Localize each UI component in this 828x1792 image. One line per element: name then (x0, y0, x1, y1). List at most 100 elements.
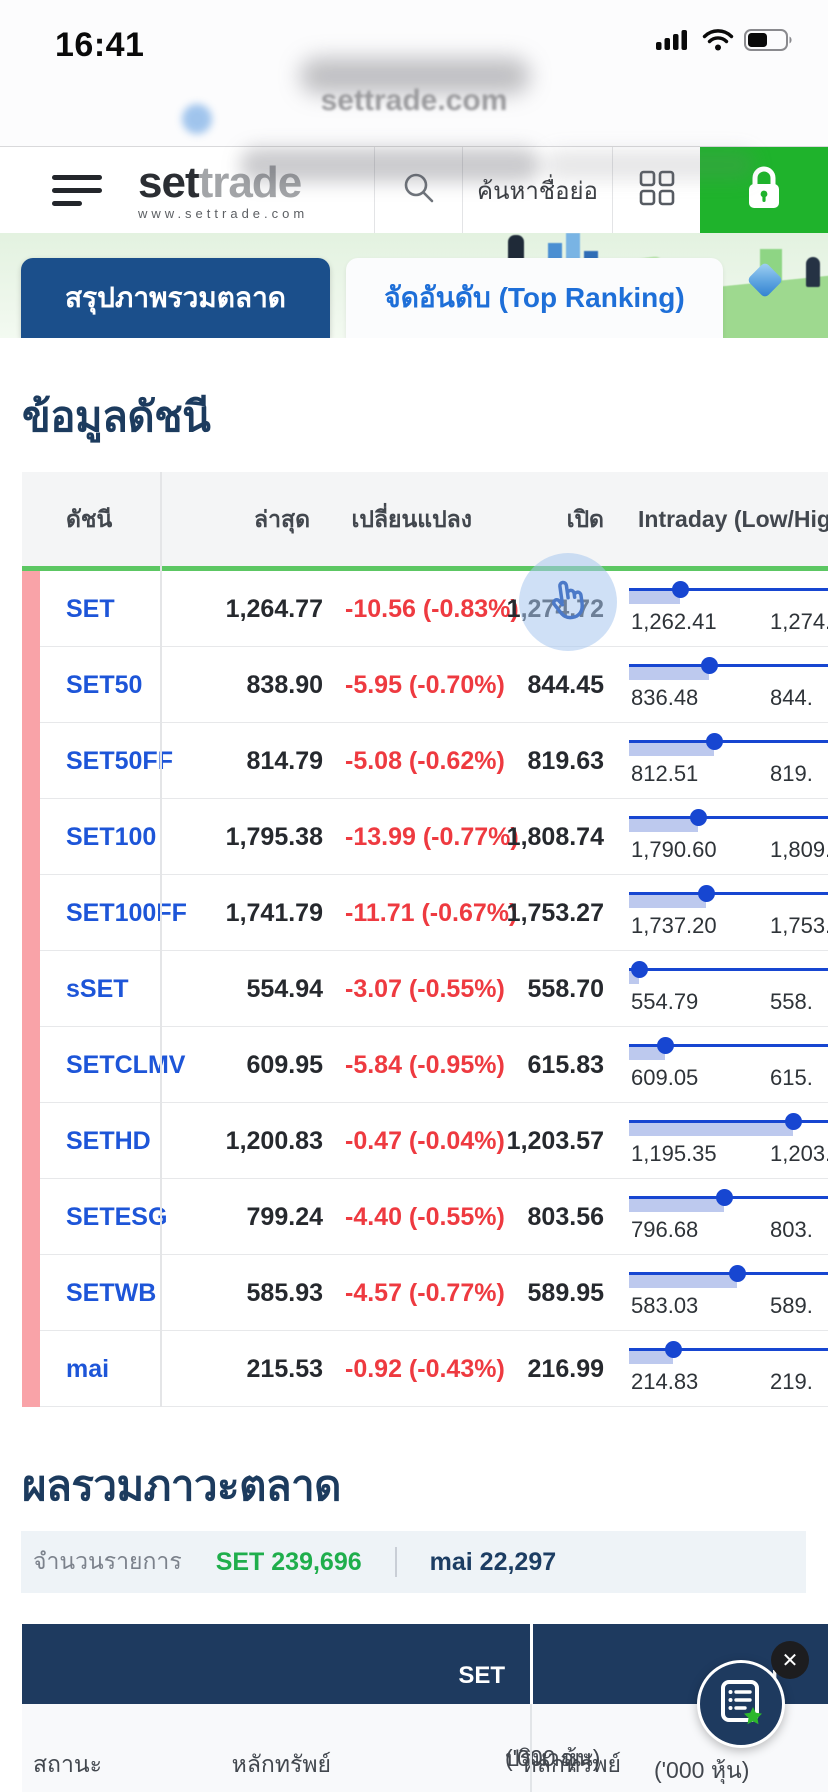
col-header-open: เปิด (566, 506, 604, 532)
index-name-link[interactable]: SET50FF (66, 746, 173, 775)
slider-fill (629, 664, 709, 680)
index-name-link[interactable]: SETESG (66, 1202, 168, 1231)
index-table-row[interactable]: SETCLMV 609.95 -5.84 (-0.95%) 615.83 609… (22, 1027, 828, 1103)
slider-marker-dot (706, 733, 723, 750)
row-accent-bar (22, 571, 40, 647)
slider-fill (629, 892, 706, 908)
slider-track (629, 968, 828, 971)
row-accent-bar (22, 1179, 40, 1255)
wifi-icon (702, 28, 734, 57)
intraday-range-slider[interactable]: 796.68 803. (629, 1179, 828, 1255)
search-button[interactable] (374, 147, 462, 233)
intraday-high-label: 219. (770, 1369, 813, 1394)
slider-marker-dot (672, 581, 689, 598)
col-header-mai-symbols: หลักทรัพย์ (521, 1751, 621, 1777)
index-open-value: 216.99 (527, 1354, 604, 1383)
intraday-range-slider[interactable]: 609.05 615. (629, 1027, 828, 1103)
index-name-link[interactable]: SETCLMV (66, 1050, 186, 1079)
logo-text-primary: set (138, 157, 200, 207)
slider-fill (629, 588, 680, 604)
header-actions: ค้นหาชื่อย่อ (374, 147, 828, 233)
tab-market-summary[interactable]: สรุปภาพรวมตลาด (21, 258, 330, 338)
index-table-row[interactable]: SET50 838.90 -5.95 (-0.70%) 844.45 836.4… (22, 647, 828, 723)
fab-close-button[interactable]: ✕ (771, 1641, 809, 1679)
slider-marker-dot (729, 1265, 746, 1282)
illustration-figure (806, 257, 820, 287)
tab-top-ranking[interactable]: จัดอันดับ (Top Ranking) (346, 258, 723, 338)
index-table-row[interactable]: SET100 1,795.38 -13.99 (-0.77%) 1,808.74… (22, 799, 828, 875)
index-table-row[interactable]: sSET 554.94 -3.07 (-0.55%) 558.70 554.79… (22, 951, 828, 1027)
col-header-change: เปลี่ยนแปลง (351, 506, 472, 532)
index-change-value: -11.71 (-0.67%) (345, 898, 518, 927)
menu-hamburger-button[interactable] (52, 173, 102, 207)
index-name-link[interactable]: SET100FF (66, 898, 187, 927)
set-transactions-count: SET 239,696 (215, 1547, 362, 1576)
index-name-link[interactable]: SETHD (66, 1126, 151, 1155)
intraday-range-slider[interactable]: 1,790.60 1,809. (629, 799, 828, 875)
intraday-low-label: 583.03 (631, 1293, 699, 1318)
index-open-value: 558.70 (527, 974, 604, 1003)
index-last-value: 1,795.38 (225, 822, 323, 851)
index-name-link[interactable]: mai (66, 1354, 110, 1383)
group-header-set: SET (458, 1662, 505, 1689)
tabs-strip: สรุปภาพรวมตลาด จัดอันดับ (Top Ranking) (0, 233, 828, 338)
row-accent-bar (22, 1103, 40, 1179)
index-name-link[interactable]: SETWB (66, 1278, 157, 1307)
search-input[interactable]: ค้นหาชื่อย่อ (462, 147, 612, 233)
index-name-link[interactable]: sSET (66, 974, 129, 1003)
index-table-row[interactable]: SETHD 1,200.83 -0.47 (-0.04%) 1,203.57 1… (22, 1103, 828, 1179)
index-change-value: -13.99 (-0.77%) (345, 822, 519, 851)
index-change-value: -10.56 (-0.83%) (345, 594, 519, 623)
index-table[interactable]: ดัชนี ล่าสุด เปลี่ยนแปลง เปิด Intraday (… (22, 472, 828, 1407)
intraday-low-label: 214.83 (631, 1369, 699, 1394)
index-change-value: -0.47 (-0.04%) (345, 1126, 505, 1155)
intraday-low-label: 554.79 (631, 989, 699, 1014)
row-accent-bar (22, 647, 40, 723)
index-table-row[interactable]: SETESG 799.24 -4.40 (-0.55%) 803.56 796.… (22, 1179, 828, 1255)
index-table-row[interactable]: SETWB 585.93 -4.57 (-0.77%) 589.95 583.0… (22, 1255, 828, 1331)
slider-fill (629, 816, 698, 832)
intraday-range-slider[interactable]: 812.51 819. (629, 723, 828, 799)
settrade-logo[interactable]: settrade www.settrade.com (138, 157, 308, 220)
index-table-row[interactable]: mai 215.53 -0.92 (-0.43%) 216.99 214.83 … (22, 1331, 828, 1407)
index-open-value: 615.83 (527, 1050, 604, 1079)
search-icon (402, 171, 436, 210)
market-summary-table[interactable]: SET mai สถานะ หลักทรัพย์ ปริมาณ('000 หุ้… (22, 1624, 828, 1792)
index-open-value: 1,808.74 (506, 822, 604, 851)
slider-marker-dot (716, 1189, 733, 1206)
market-table-subheader: สถานะ หลักทรัพย์ ปริมาณ ('000 หุ้น) หลักท… (22, 1704, 828, 1792)
intraday-range-slider[interactable]: 583.03 589. (629, 1255, 828, 1331)
row-accent-bar (22, 951, 40, 1027)
index-last-value: 838.90 (246, 670, 323, 699)
index-name-link[interactable]: SET100 (66, 822, 157, 851)
login-lock-button[interactable] (700, 147, 828, 233)
intraday-range-slider[interactable]: 1,262.41 1,274. (629, 571, 828, 647)
intraday-low-label: 1,790.60 (631, 837, 717, 862)
index-change-value: -0.92 (-0.43%) (345, 1354, 505, 1383)
intraday-high-label: 819. (770, 761, 813, 786)
index-open-value: 589.95 (527, 1278, 604, 1307)
index-name-link[interactable]: SET (66, 594, 115, 623)
index-table-header: ดัชนี ล่าสุด เปลี่ยนแปลง เปิด Intraday (… (22, 472, 828, 566)
watchlist-fab-button[interactable] (697, 1660, 785, 1748)
index-last-value: 585.93 (246, 1278, 323, 1307)
row-accent-bar (22, 875, 40, 951)
intraday-range-slider[interactable]: 214.83 219. (629, 1331, 828, 1407)
volume-label-line2: ('000 หุ้น) (505, 1745, 601, 1771)
status-icons (656, 28, 794, 57)
apps-grid-button[interactable] (612, 147, 700, 233)
index-name-link[interactable]: SET50 (66, 670, 143, 699)
intraday-range-slider[interactable]: 1,737.20 1,753. (629, 875, 828, 951)
index-table-row[interactable]: SET100FF 1,741.79 -11.71 (-0.67%) 1,753.… (22, 875, 828, 951)
index-table-row[interactable]: SET50FF 814.79 -5.08 (-0.62%) 819.63 812… (22, 723, 828, 799)
index-change-value: -4.57 (-0.77%) (345, 1278, 505, 1307)
frozen-column-divider (160, 472, 162, 1407)
intraday-range-slider[interactable]: 836.48 844. (629, 647, 828, 723)
blurred-site-label: settrade.com (320, 84, 508, 117)
intraday-high-label: 558. (770, 989, 813, 1014)
index-table-row[interactable]: SET 1,264.77 -10.56 (-0.83%) 1,274.72 1,… (22, 571, 828, 647)
index-last-value: 1,200.83 (225, 1126, 323, 1155)
intraday-range-slider[interactable]: 1,195.35 1,203. (629, 1103, 828, 1179)
transactions-summary-bar: จำนวนรายการ SET 239,696 mai 22,297 (21, 1531, 806, 1593)
intraday-range-slider[interactable]: 554.79 558. (629, 951, 828, 1027)
